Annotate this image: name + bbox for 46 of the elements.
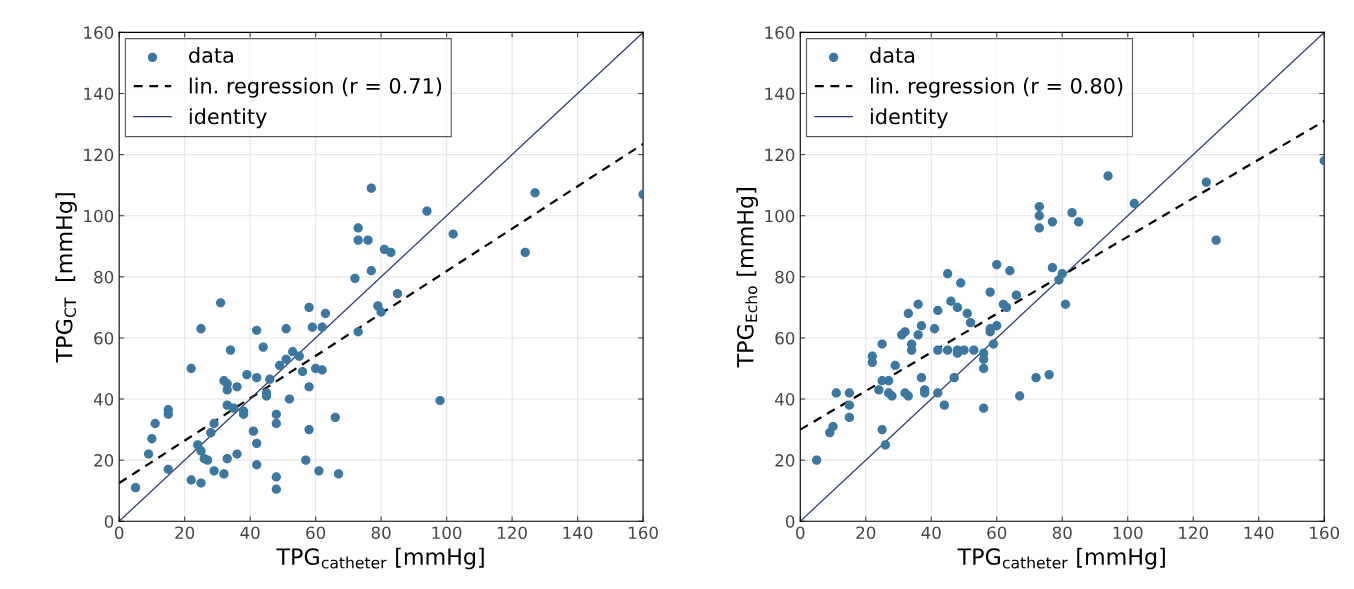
x-tick-label: 60 (306, 526, 326, 540)
y-tick-label: 140 (84, 87, 114, 101)
y-tick-label: 100 (84, 209, 114, 223)
x-axis-title: TPG$_{catheter}$ [mmHg] (957, 547, 1165, 570)
y-tick-label: 120 (765, 148, 795, 162)
y-tick-label: 160 (84, 26, 114, 39)
x-tick-label: 60 (987, 526, 1007, 540)
x-tick-label: 0 (114, 526, 124, 540)
legend-label: data (870, 46, 915, 64)
legend-label: lin. regression (r = 0.71) (189, 77, 442, 98)
y-axis-title: TPG$_{CT}$ [mmHg] (55, 193, 77, 363)
x-tick-label: 80 (1052, 526, 1072, 540)
x-tick-label: 120 (498, 526, 527, 540)
y-tick-label: 100 (765, 209, 795, 223)
x-tick-label: 140 (1244, 526, 1274, 540)
x-tick-label: 40 (240, 526, 260, 540)
y-tick-label: 60 (94, 331, 114, 345)
y-axis-title: TPG$_{Echo}$ [mmHg] (736, 188, 758, 368)
x-tick-label: 140 (563, 526, 593, 540)
legend-label: identity (189, 108, 267, 129)
x-axis-title: TPG$_{catheter}$ [mmHg] (276, 547, 484, 570)
y-tick-label: 40 (775, 393, 795, 406)
x-tick-label: 0 (796, 526, 805, 540)
y-tick-label: 160 (765, 26, 795, 39)
legend-label: identity (870, 108, 948, 129)
y-tick-label: 60 (775, 331, 795, 345)
x-tick-label: 40 (921, 526, 941, 540)
legend-label: lin. regression (r = 0.80) (870, 77, 1123, 98)
y-tick-label: 20 (775, 454, 795, 467)
x-tick-label: 100 (432, 526, 462, 540)
x-tick-label: 80 (371, 526, 391, 540)
legend-label: data (189, 46, 233, 64)
x-tick-label: 20 (856, 526, 876, 540)
x-tick-label: 100 (1113, 526, 1143, 540)
y-tick-label: 40 (93, 393, 114, 406)
x-tick-label: 160 (1310, 526, 1340, 540)
y-tick-label: 0 (104, 515, 114, 528)
y-tick-label: 20 (94, 454, 114, 467)
x-tick-label: 20 (175, 526, 195, 540)
y-tick-label: 140 (765, 87, 795, 101)
y-tick-label: 0 (785, 515, 795, 528)
x-tick-label: 160 (629, 526, 658, 540)
y-tick-label: 120 (84, 148, 114, 162)
x-tick-label: 120 (1179, 526, 1209, 540)
y-tick-label: 80 (775, 270, 795, 284)
y-tick-label: 80 (94, 270, 114, 284)
